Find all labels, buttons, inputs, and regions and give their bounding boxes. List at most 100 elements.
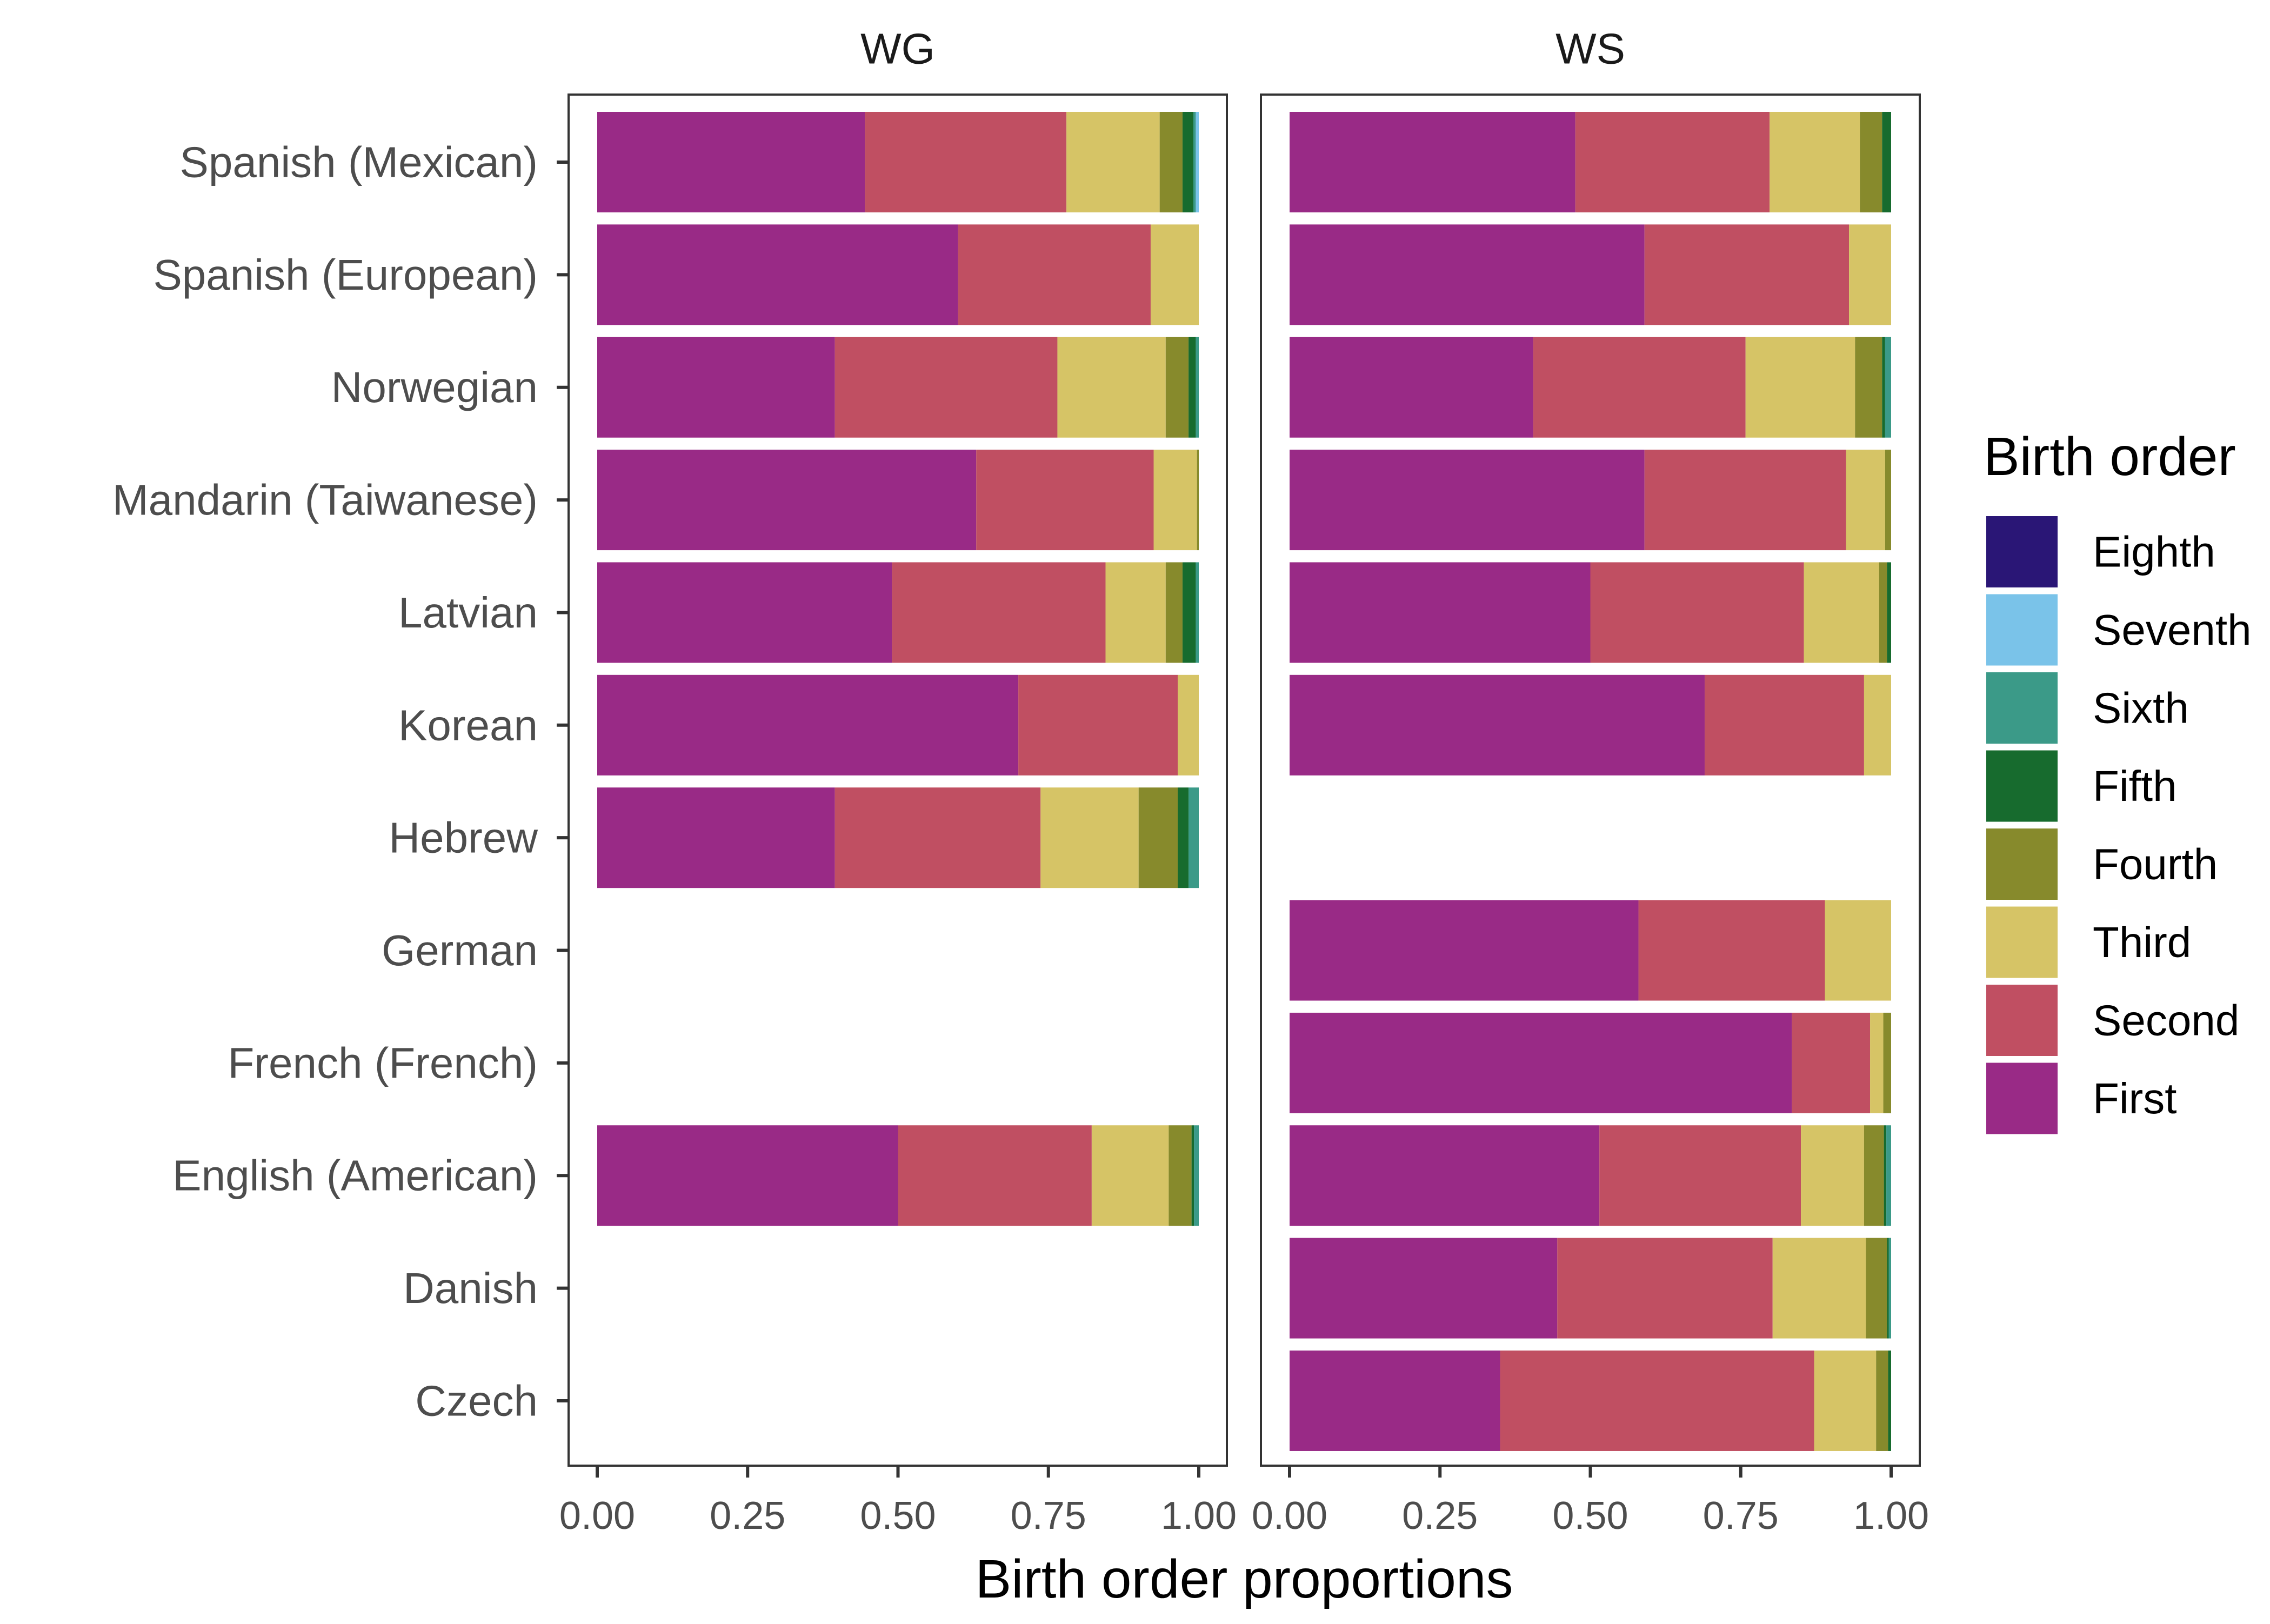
bar-wg-mandarin-taiwanese-second xyxy=(976,450,1154,551)
bar-wg-spanish-mexican-first xyxy=(597,112,865,212)
bar-wg-norwegian-first xyxy=(597,337,835,438)
bar-ws-english-american-fourth xyxy=(1864,1125,1884,1226)
bar-ws-french-french-second xyxy=(1792,1012,1871,1113)
bar-ws-spanish-european-third xyxy=(1849,224,1891,325)
bar-ws-mandarin-taiwanese-third xyxy=(1846,450,1885,551)
x-tick-label-ws-4: 1.00 xyxy=(1853,1494,1929,1538)
bar-ws-english-american-second xyxy=(1599,1125,1801,1226)
bar-ws-mandarin-taiwanese-fourth xyxy=(1885,450,1891,551)
bar-ws-french-french-first xyxy=(1290,1012,1792,1113)
bar-ws-latvian-second xyxy=(1590,562,1804,663)
x-axis-title: Birth order proportions xyxy=(976,1549,1513,1609)
legend-label-seventh: Seventh xyxy=(2093,606,2252,654)
bar-ws-english-american-third xyxy=(1801,1125,1864,1226)
bar-wg-hebrew-fifth xyxy=(1178,787,1189,888)
y-tick-label-danish: Danish xyxy=(403,1264,538,1312)
bar-wg-norwegian-fifth xyxy=(1189,337,1196,438)
legend-label-fifth: Fifth xyxy=(2093,762,2177,810)
legend-swatch-sixth xyxy=(1986,672,2058,744)
bar-ws-danish-fifth xyxy=(1887,1238,1889,1339)
bar-ws-norwegian-first xyxy=(1290,337,1533,438)
bar-wg-spanish-mexican-seventh xyxy=(1196,112,1199,212)
bar-wg-english-american-fifth xyxy=(1191,1125,1194,1226)
bar-wg-norwegian-second xyxy=(834,337,1058,438)
bar-wg-spanish-mexican-third xyxy=(1066,112,1160,212)
x-tick-label-wg-1: 0.25 xyxy=(710,1494,785,1538)
bar-wg-spanish-european-first xyxy=(597,224,958,325)
bar-wg-latvian-sixth xyxy=(1196,562,1199,663)
bar-wg-spanish-mexican-sixth xyxy=(1193,112,1196,212)
y-tick-label-mandarin-taiwanese: Mandarin (Taiwanese) xyxy=(112,476,538,524)
legend-swatch-second xyxy=(1986,985,2058,1056)
bar-wg-mandarin-taiwanese-fourth xyxy=(1197,450,1199,551)
y-tick-label-french-french: French (French) xyxy=(228,1039,538,1087)
bar-wg-english-american-second xyxy=(898,1125,1092,1226)
bar-wg-norwegian-sixth xyxy=(1196,337,1199,438)
facet-title-ws: WS xyxy=(1555,25,1625,73)
bar-wg-spanish-european-third xyxy=(1150,224,1199,325)
legend-label-second: Second xyxy=(2093,997,2239,1045)
bar-ws-norwegian-fifth xyxy=(1882,337,1885,438)
bar-ws-mandarin-taiwanese-first xyxy=(1290,450,1645,551)
bar-wg-english-american-first xyxy=(597,1125,898,1226)
bar-wg-spanish-mexican-fourth xyxy=(1159,112,1183,212)
x-tick-label-ws-2: 0.50 xyxy=(1552,1494,1628,1538)
bar-ws-latvian-third xyxy=(1804,562,1879,663)
bar-ws-german-third xyxy=(1825,900,1891,1001)
bar-wg-norwegian-third xyxy=(1057,337,1166,438)
bar-wg-english-american-third xyxy=(1091,1125,1169,1226)
bar-ws-norwegian-second xyxy=(1533,337,1746,438)
bar-wg-english-american-fourth xyxy=(1169,1125,1192,1226)
bar-ws-czech-second xyxy=(1500,1350,1814,1451)
bar-ws-korean-third xyxy=(1864,674,1891,776)
bar-wg-hebrew-second xyxy=(834,787,1041,888)
y-tick-label-english-american: English (American) xyxy=(172,1152,538,1200)
bar-wg-korean-second xyxy=(1018,674,1178,776)
legend-label-third: Third xyxy=(2093,918,2191,966)
legend-swatch-seventh xyxy=(1986,594,2058,666)
legend-swatch-fifth xyxy=(1986,750,2058,822)
legend-swatch-third xyxy=(1986,906,2058,978)
bar-wg-mandarin-taiwanese-first xyxy=(597,450,977,551)
bar-wg-korean-third xyxy=(1178,674,1199,776)
bar-ws-spanish-mexican-third xyxy=(1770,112,1860,212)
bar-wg-english-american-sixth xyxy=(1194,1125,1199,1226)
bar-wg-spanish-mexican-fifth xyxy=(1182,112,1193,212)
legend-label-eighth: Eighth xyxy=(2093,528,2215,576)
bar-ws-english-american-sixth xyxy=(1886,1125,1891,1226)
bar-ws-danish-third xyxy=(1772,1238,1866,1339)
legend-swatch-first xyxy=(1986,1062,2058,1134)
x-tick-label-wg-0: 0.00 xyxy=(559,1494,635,1538)
bar-wg-hebrew-fourth xyxy=(1138,787,1178,888)
legend-swatch-fourth xyxy=(1986,828,2058,900)
legend-swatch-eighth xyxy=(1986,516,2058,587)
bar-ws-korean-second xyxy=(1704,674,1864,776)
y-tick-label-korean: Korean xyxy=(398,701,538,749)
bar-ws-spanish-european-second xyxy=(1644,224,1850,325)
bar-ws-czech-fifth xyxy=(1888,1350,1891,1451)
bar-wg-latvian-third xyxy=(1105,562,1166,663)
bar-wg-spanish-mexican-second xyxy=(865,112,1067,212)
bar-ws-spanish-mexican-first xyxy=(1290,112,1575,212)
bar-ws-spanish-mexican-fifth xyxy=(1882,112,1891,212)
legend-label-sixth: Sixth xyxy=(2093,684,2189,732)
bar-ws-spanish-mexican-fourth xyxy=(1860,112,1882,212)
bar-wg-korean-first xyxy=(597,674,1019,776)
x-tick-label-ws-1: 0.25 xyxy=(1402,1494,1478,1538)
bar-ws-czech-first xyxy=(1290,1350,1500,1451)
bar-ws-spanish-mexican-second xyxy=(1575,112,1770,212)
bar-ws-english-american-first xyxy=(1290,1125,1600,1226)
bar-wg-hebrew-third xyxy=(1040,787,1139,888)
bar-ws-norwegian-sixth xyxy=(1885,337,1891,438)
bar-ws-french-french-third xyxy=(1870,1012,1884,1113)
bar-wg-latvian-second xyxy=(892,562,1106,663)
bar-ws-german-first xyxy=(1290,900,1639,1001)
y-tick-label-norwegian: Norwegian xyxy=(331,363,538,411)
bar-wg-mandarin-taiwanese-third xyxy=(1153,450,1197,551)
facet-title-wg: WG xyxy=(860,25,935,73)
legend-label-first: First xyxy=(2093,1074,2177,1122)
y-tick-label-czech: Czech xyxy=(415,1376,538,1425)
bar-ws-spanish-european-first xyxy=(1290,224,1645,325)
